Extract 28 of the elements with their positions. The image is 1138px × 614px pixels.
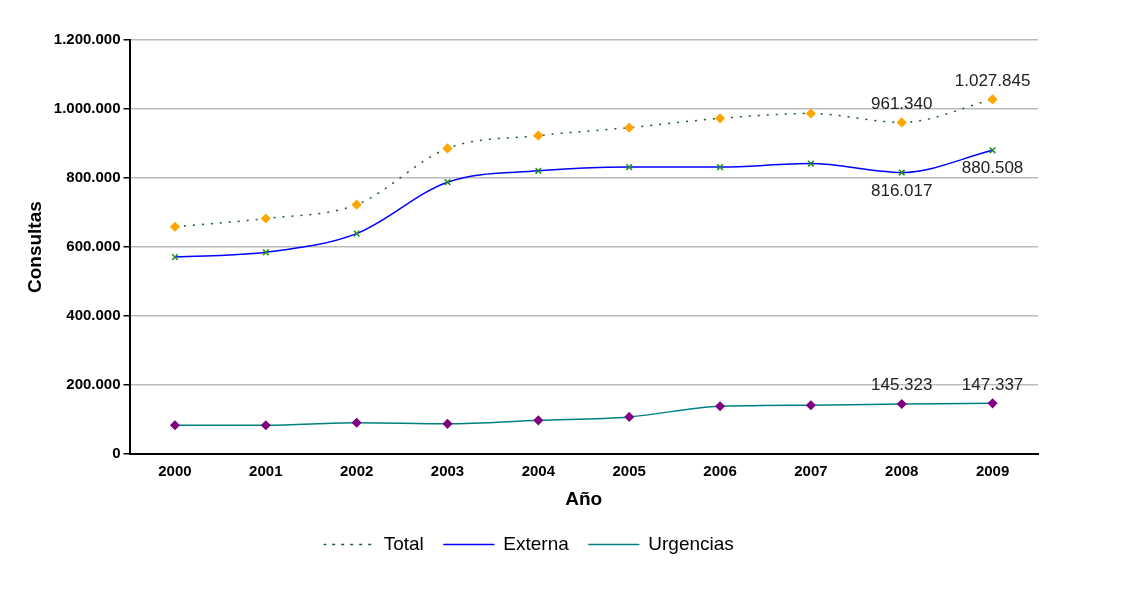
y-axis-title: Consultas bbox=[23, 201, 45, 294]
y-tick-label: 600.000 bbox=[66, 237, 121, 255]
x-tick-label: 2004 bbox=[521, 462, 556, 480]
y-tick-label: 1.000.000 bbox=[53, 99, 121, 117]
y-tick-label: 200.000 bbox=[66, 375, 121, 393]
legend-label: Externa bbox=[503, 532, 570, 554]
y-tick-label: 0 bbox=[112, 444, 121, 462]
x-tick-label: 2005 bbox=[612, 462, 646, 480]
data-label: 961.340 bbox=[871, 93, 933, 113]
x-tick-label: 2003 bbox=[430, 462, 465, 480]
legend-label: Total bbox=[383, 532, 424, 554]
x-tick-label: 2007 bbox=[794, 462, 828, 480]
data-label: 147.337 bbox=[961, 374, 1024, 394]
y-tick-label: 800.000 bbox=[66, 168, 121, 186]
legend-label: Urgencias bbox=[648, 532, 734, 554]
data-label: 880.508 bbox=[961, 158, 1024, 178]
x-axis-title: Año bbox=[565, 487, 603, 509]
x-tick-label: 2002 bbox=[339, 462, 374, 480]
x-tick-label: 2006 bbox=[703, 462, 737, 480]
x-tick-label: 2009 bbox=[975, 462, 1010, 480]
y-tick-label: 400.000 bbox=[66, 306, 121, 324]
y-tick-label: 1.200.000 bbox=[53, 30, 121, 48]
x-tick-label: 2001 bbox=[249, 462, 283, 480]
data-label: 816.017 bbox=[871, 180, 933, 200]
x-tick-label: 2008 bbox=[885, 462, 919, 480]
x-tick-label: 2000 bbox=[158, 462, 192, 480]
data-label: 145.323 bbox=[871, 375, 933, 395]
data-label: 1.027.845 bbox=[954, 70, 1031, 90]
